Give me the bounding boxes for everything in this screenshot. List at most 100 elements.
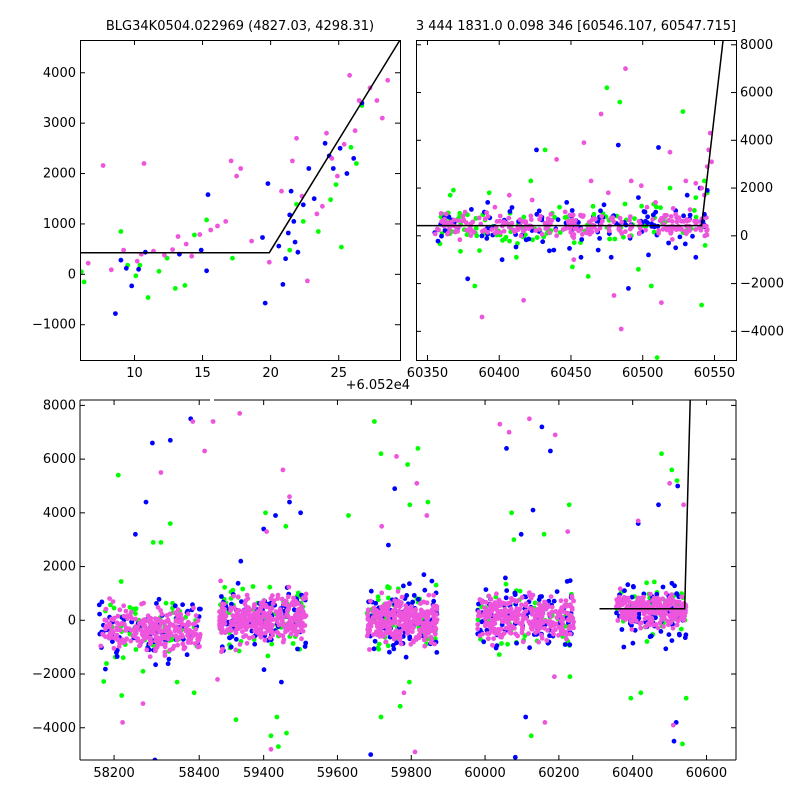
scatter-point-blue <box>288 188 294 194</box>
band-point-blue <box>479 619 485 625</box>
band-point-blue <box>512 592 518 598</box>
scatter-point-blue <box>204 268 210 274</box>
band-point-pink <box>133 630 139 636</box>
band-point-pink <box>600 218 605 224</box>
scatter-point-green <box>528 178 534 184</box>
band-point-pink <box>489 619 494 625</box>
scatter-point-pink <box>141 161 147 166</box>
scatter-point-pink <box>552 432 558 438</box>
band-point-pink <box>247 635 252 641</box>
scatter-point-blue <box>684 192 690 198</box>
band-point-pink <box>451 217 457 223</box>
band-point-green <box>522 633 528 639</box>
band-point-blue <box>509 205 515 210</box>
band-point-pink <box>285 613 291 619</box>
scatter-point-blue <box>306 166 312 171</box>
scatter-point-green <box>333 182 339 188</box>
scatter-point-blue <box>636 195 641 201</box>
band-point-pink <box>499 618 505 624</box>
band-point-pink <box>549 624 554 629</box>
band-point-pink <box>539 231 545 237</box>
band-point-pink <box>627 233 632 239</box>
band-point-pink <box>365 612 371 618</box>
band-point-pink <box>491 629 496 635</box>
band-point-pink <box>504 609 510 615</box>
band-point-blue <box>373 600 379 606</box>
band-point-pink <box>438 211 444 216</box>
band-point-pink <box>108 623 114 628</box>
band-point-blue <box>647 634 653 640</box>
scatter-point-pink <box>562 209 568 215</box>
band-point-pink <box>234 618 240 623</box>
band-point-green <box>169 637 175 643</box>
band-point-blue <box>539 594 544 599</box>
band-point-blue <box>372 638 378 644</box>
scatter-point-blue <box>578 254 584 260</box>
band-point-green <box>534 235 540 240</box>
scatter-point-pink <box>197 232 203 237</box>
band-point-green <box>653 204 659 210</box>
data-points <box>432 66 714 360</box>
band-point-pink <box>264 621 269 626</box>
scatter-point-blue <box>287 212 293 218</box>
band-point-pink <box>137 642 143 648</box>
band-point-pink <box>381 634 386 639</box>
band-point-pink <box>413 637 419 642</box>
scatter-point-pink <box>667 149 673 155</box>
band-point-pink <box>506 215 512 221</box>
scatter-point-blue <box>626 286 631 291</box>
scatter-point-green <box>287 247 293 253</box>
scatter-point-pink <box>158 470 164 475</box>
band-point-pink <box>662 212 668 218</box>
band-point-blue <box>403 654 409 660</box>
band-point-pink <box>556 612 562 618</box>
band-point-pink <box>164 613 170 618</box>
scatter-point-blue <box>337 145 343 151</box>
data-points <box>80 72 391 316</box>
axis-frame <box>416 40 737 361</box>
band-point-blue <box>422 587 428 593</box>
band-point-blue <box>166 656 172 662</box>
band-point-pink <box>500 632 506 637</box>
scatter-point-blue <box>265 181 271 187</box>
scatter-point-pink <box>529 197 535 203</box>
band-point-pink <box>139 601 145 607</box>
band-point-pink <box>286 620 292 626</box>
scatter-point-pink <box>305 278 310 284</box>
band-point-pink <box>576 228 581 234</box>
band-point-pink <box>533 228 539 234</box>
scatter-point-pink <box>341 141 347 147</box>
scatter-point-pink <box>565 529 571 534</box>
band-point-pink <box>270 617 276 622</box>
band-point-pink <box>460 213 466 219</box>
band-point-pink <box>569 605 575 611</box>
y-tick-label: 0 <box>740 229 748 244</box>
band-point-pink <box>258 634 264 640</box>
scatter-point-green <box>119 693 125 698</box>
band-point-green <box>503 581 509 587</box>
band-point-green <box>133 647 139 652</box>
band-point-pink <box>119 637 125 643</box>
band-point-pink <box>538 625 543 631</box>
scatter-point-green <box>570 264 575 270</box>
band-point-pink <box>517 621 522 626</box>
band-point-pink <box>475 626 481 632</box>
scatter-point-pink <box>527 416 532 422</box>
band-point-pink <box>399 594 405 600</box>
band-point-pink <box>432 629 437 635</box>
band-point-pink <box>660 226 666 232</box>
scatter-point-pink <box>581 140 587 146</box>
band-point-pink <box>636 595 641 601</box>
scatter-point-blue <box>238 558 244 564</box>
band-point-green <box>464 232 470 238</box>
band-point-blue <box>503 575 508 581</box>
band-point-pink <box>162 635 168 641</box>
band-point-pink <box>103 626 108 632</box>
band-point-green <box>475 617 481 623</box>
band-point-blue <box>180 602 186 608</box>
band-point-pink <box>398 600 404 606</box>
band-point-pink <box>535 628 541 634</box>
band-point-green <box>532 600 538 606</box>
band-point-pink <box>632 613 638 618</box>
band-point-pink <box>174 637 180 643</box>
